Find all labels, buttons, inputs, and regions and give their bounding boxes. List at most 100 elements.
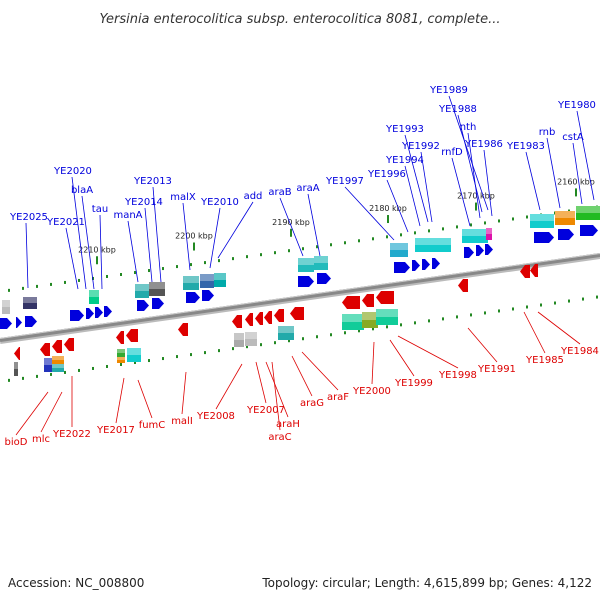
feature-box <box>342 314 364 330</box>
guide-dot <box>386 325 388 329</box>
leader-line <box>448 95 489 211</box>
feature-box <box>127 348 141 362</box>
leader-line <box>137 379 153 419</box>
gene-label-YE2010: YE2010 <box>200 197 239 208</box>
leader-line <box>40 391 63 433</box>
gene-label-YE2007: YE2007 <box>246 405 285 416</box>
gene-label-YE2017: YE2017 <box>96 425 135 436</box>
gene-label-cstA: cstA <box>562 132 584 143</box>
gene-label-YE1983: YE1983 <box>506 141 545 152</box>
leader-line <box>467 132 481 219</box>
reverse-gene-arrow <box>264 311 272 324</box>
leader-line <box>546 137 561 209</box>
tick-label: 2200 kbp <box>175 232 213 241</box>
gene-label-manA: manA <box>113 210 142 221</box>
leader-line <box>271 361 281 431</box>
tick-label: 2170 kbp <box>457 192 495 201</box>
gene-label-blaA: blaA <box>71 185 93 196</box>
leader-line <box>451 157 471 227</box>
gene-label-rnfD: rnfD <box>441 147 463 158</box>
guide-dot <box>176 265 178 269</box>
guide-dot <box>330 243 332 247</box>
leader-line <box>344 186 395 241</box>
reverse-gene-arrow <box>376 291 394 304</box>
guide-dot <box>204 261 206 265</box>
feature-box <box>362 312 378 328</box>
guide-dot <box>484 221 486 225</box>
forward-gene-arrow <box>558 229 574 240</box>
guide-dot <box>526 305 528 309</box>
gene-label-add: add <box>244 191 263 202</box>
guide-dot <box>274 341 276 345</box>
reverse-gene-arrow <box>458 279 468 292</box>
guide-dot <box>554 301 556 305</box>
guide-dot <box>400 323 402 327</box>
feature-box <box>555 211 575 225</box>
tick-label: 2190 kbp <box>272 218 310 227</box>
guide-dot <box>78 368 80 372</box>
gene-label-YE2022: YE2022 <box>52 429 91 440</box>
feature-box <box>149 282 165 296</box>
accession-text: Accession: NC_008800 <box>8 576 144 590</box>
feature-box <box>298 258 314 272</box>
guide-dot <box>190 263 192 267</box>
guide-dot <box>344 241 346 245</box>
leader-line <box>99 214 103 290</box>
forward-gene-arrow <box>412 260 420 271</box>
leader-line <box>457 114 483 213</box>
gene-label-YE1991: YE1991 <box>477 364 516 375</box>
gene-label-malX: malX <box>170 192 196 203</box>
feature-box <box>214 273 226 287</box>
genome-backbone <box>0 253 600 344</box>
guide-dot <box>36 374 38 378</box>
tick-mark <box>290 228 292 237</box>
guide-dot <box>498 309 500 313</box>
guide-dot <box>22 376 24 380</box>
guide-dot <box>526 215 528 219</box>
guide-dot <box>148 269 150 273</box>
leader-line <box>255 361 267 404</box>
gene-label-araG: araG <box>300 398 324 409</box>
guide-dot <box>162 267 164 271</box>
guide-dot <box>134 361 136 365</box>
reverse-gene-arrow <box>52 340 62 353</box>
forward-gene-arrow <box>317 273 331 284</box>
guide-dot <box>470 313 472 317</box>
forward-gene-arrow <box>95 307 103 318</box>
feature-box <box>390 243 408 257</box>
feature-box <box>278 326 294 340</box>
feature-box <box>376 309 398 325</box>
leader-line <box>386 179 409 233</box>
leader-line <box>307 193 321 257</box>
reverse-gene-arrow <box>245 313 253 326</box>
tick-mark <box>193 242 195 251</box>
guide-dot <box>358 239 360 243</box>
guide-dot <box>540 303 542 307</box>
forward-gene-arrow <box>580 225 598 236</box>
tick-mark <box>96 256 98 265</box>
guide-dot <box>512 307 514 311</box>
gene-label-YE2020: YE2020 <box>53 166 92 177</box>
guide-dot <box>484 311 486 315</box>
gene-label-YE1994: YE1994 <box>385 155 424 166</box>
reverse-gene-arrow <box>255 312 263 325</box>
guide-dot <box>344 331 346 335</box>
feature-box <box>52 356 64 364</box>
guide-dot <box>218 349 220 353</box>
gene-label-YE2000: YE2000 <box>352 386 391 397</box>
guide-dot <box>232 347 234 351</box>
feature-box <box>314 256 328 270</box>
gene-label-YE1999: YE1999 <box>394 378 433 389</box>
leader-line <box>152 186 162 283</box>
leader-line <box>301 351 339 391</box>
guide-dot <box>302 337 304 341</box>
leader-line <box>25 222 29 289</box>
guide-dot <box>316 245 318 249</box>
leader-line <box>15 391 49 436</box>
gene-label-rnb: rnb <box>539 127 556 138</box>
reverse-gene-arrow <box>178 323 188 336</box>
guide-dot <box>288 339 290 343</box>
feature-box <box>44 358 52 372</box>
